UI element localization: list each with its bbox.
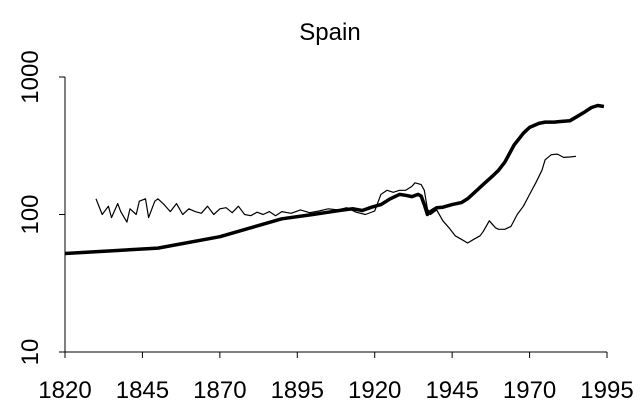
series-line (95, 153, 577, 244)
x-tick-label: 1845 (116, 377, 169, 404)
x-tick-label: 1970 (503, 377, 556, 404)
x-tick-label: 1870 (193, 377, 246, 404)
chart-title: Spain (299, 19, 360, 46)
x-tick-label: 1820 (38, 377, 91, 404)
x-tick-label: 1995 (580, 377, 633, 404)
x-tick-label: 1945 (425, 377, 478, 404)
y-tick-label: 100 (17, 194, 44, 234)
y-tick-label: 10 (17, 339, 44, 366)
x-tick-label: 1920 (348, 377, 401, 404)
series-line (64, 103, 605, 256)
x-tick-label: 1895 (271, 377, 324, 404)
y-tick-label: 1000 (17, 50, 44, 103)
